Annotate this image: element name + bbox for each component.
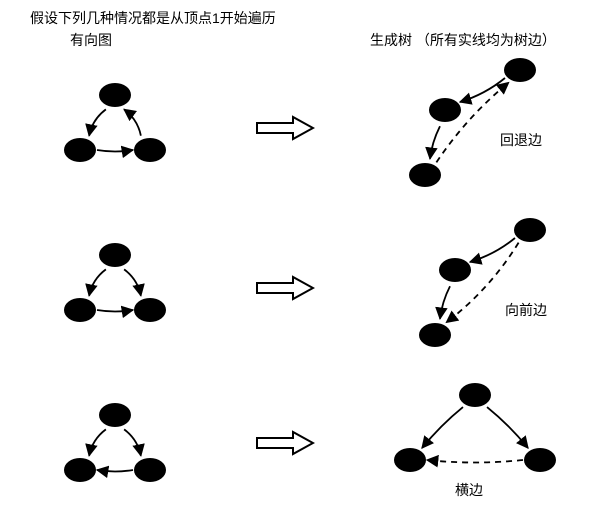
svg-text:1: 1 — [111, 247, 119, 263]
svg-text:3: 3 — [146, 462, 154, 478]
svg-text:3: 3 — [421, 167, 429, 183]
row2-left-node-1: 1 — [99, 403, 131, 427]
row1-left-node-2: 2 — [64, 298, 96, 322]
row1-right-node-2: 2 — [439, 258, 471, 282]
row1-left-edge-1-2 — [89, 269, 106, 295]
svg-text:2: 2 — [441, 102, 449, 118]
row0-right-edge-2-3 — [430, 126, 440, 159]
svg-text:1: 1 — [526, 222, 534, 238]
svg-text:3: 3 — [146, 142, 154, 158]
svg-text:2: 2 — [76, 302, 84, 318]
row2-right-edge-1-2 — [422, 407, 463, 448]
row0-left-edge-3-1 — [124, 109, 141, 135]
row1-left-node-1: 1 — [99, 243, 131, 267]
svg-text:2: 2 — [76, 142, 84, 158]
row2-right-node-1: 1 — [459, 383, 491, 407]
row2-right-node-2: 2 — [394, 448, 426, 472]
row2-left-edge-1-3 — [124, 429, 141, 455]
row2-right-edge-3-2 — [427, 460, 523, 463]
svg-text:1: 1 — [516, 62, 524, 78]
row0-right-edge-3-1 — [436, 83, 508, 163]
row0-left-node-1: 1 — [99, 83, 131, 107]
row0-right-edge-label: 回退边 — [500, 130, 542, 150]
svg-text:2: 2 — [76, 462, 84, 478]
row0-right-node-2: 2 — [429, 98, 461, 122]
svg-text:1: 1 — [111, 87, 119, 103]
svg-text:3: 3 — [536, 452, 544, 468]
big-arrow-row-0 — [255, 115, 315, 141]
big-arrow-row-2 — [255, 430, 315, 456]
row2-right-edge-1-3 — [487, 407, 528, 448]
row1-left-edge-1-3 — [124, 269, 141, 295]
svg-text:2: 2 — [451, 262, 459, 278]
row2-left-node-3: 3 — [134, 458, 166, 482]
row1-left-edge-2-3 — [97, 310, 133, 312]
svg-text:1: 1 — [471, 387, 479, 403]
row0-left-node-3: 3 — [134, 138, 166, 162]
row2-left-edge-1-2 — [89, 429, 106, 455]
row0-left-edge-1-2 — [89, 109, 106, 135]
row0-right-edge-1-2 — [460, 78, 505, 102]
big-arrow-row-1 — [255, 275, 315, 301]
svg-text:2: 2 — [406, 452, 414, 468]
row1-right-node-3: 3 — [419, 323, 451, 347]
row2-left-edge-3-2 — [97, 470, 133, 472]
row0-right-node-1: 1 — [504, 58, 536, 82]
row1-left-node-3: 3 — [134, 298, 166, 322]
row2-right-edge-label: 横边 — [455, 480, 483, 500]
row0-right-node-3: 3 — [409, 163, 441, 187]
row0-left-node-2: 2 — [64, 138, 96, 162]
row0-left-edge-2-3 — [97, 150, 133, 152]
svg-text:1: 1 — [111, 407, 119, 423]
row2-left-node-2: 2 — [64, 458, 96, 482]
row1-right-node-1: 1 — [514, 218, 546, 242]
row2-right-node-3: 3 — [524, 448, 556, 472]
row1-right-edge-1-2 — [470, 238, 515, 262]
svg-text:3: 3 — [431, 327, 439, 343]
row1-right-edge-2-3 — [440, 286, 450, 319]
row1-right-edge-label: 向前边 — [505, 300, 547, 320]
svg-text:3: 3 — [146, 302, 154, 318]
